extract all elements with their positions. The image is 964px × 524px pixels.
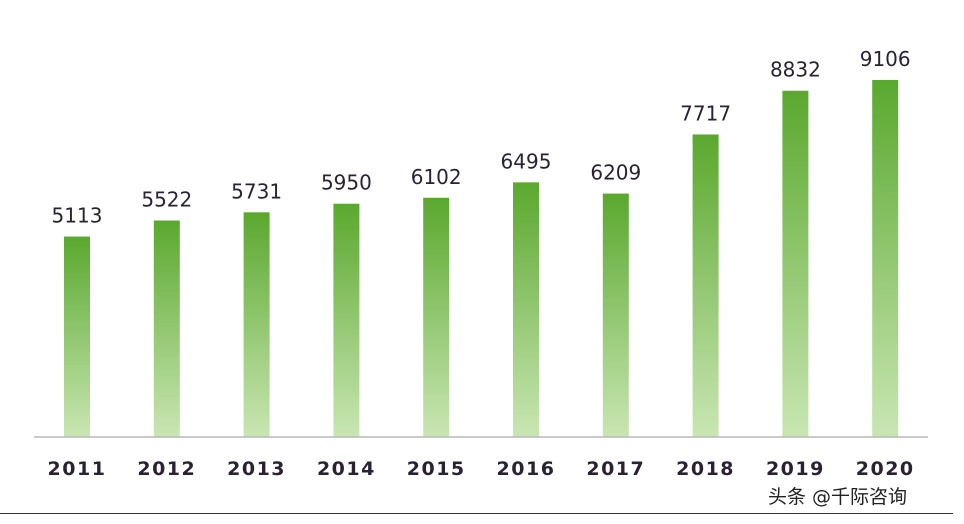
data-label-2017: 6209: [590, 161, 641, 185]
bar-2019: [782, 90, 809, 437]
x-tick-2015: 2015: [407, 458, 466, 480]
bar-2020: [872, 80, 899, 437]
x-tick-2020: 2020: [856, 458, 915, 480]
x-tick-2017: 2017: [586, 458, 645, 480]
bar-2013: [243, 212, 270, 437]
x-tick-2018: 2018: [676, 458, 735, 480]
x-tick-2011: 2011: [48, 458, 107, 480]
x-tick-2019: 2019: [766, 458, 825, 480]
bar-2018: [692, 134, 719, 437]
bar-2016: [513, 182, 539, 437]
bar-2015: [423, 197, 450, 437]
data-label-2015: 6102: [411, 165, 462, 189]
data-label-2019: 8832: [770, 58, 821, 82]
data-label-2016: 6495: [501, 149, 552, 173]
data-label-2012: 5522: [141, 188, 192, 212]
bar-2012: [153, 220, 180, 437]
credit-watermark: 头条 @千际咨询: [768, 486, 908, 508]
data-label-2011: 5113: [52, 204, 103, 228]
x-tick-2016: 2016: [497, 458, 556, 480]
bar-2011: [64, 236, 90, 437]
x-tick-2014: 2014: [317, 458, 376, 480]
data-label-2020: 9106: [860, 47, 911, 71]
bottom-rule: [0, 513, 953, 514]
data-label-2018: 7717: [680, 101, 731, 125]
bar-2014: [333, 203, 360, 437]
x-tick-2013: 2013: [227, 458, 286, 480]
x-tick-2012: 2012: [137, 458, 196, 480]
data-label-2014: 5950: [321, 171, 372, 195]
bar-2017: [602, 193, 629, 437]
data-label-2013: 5731: [231, 179, 282, 203]
